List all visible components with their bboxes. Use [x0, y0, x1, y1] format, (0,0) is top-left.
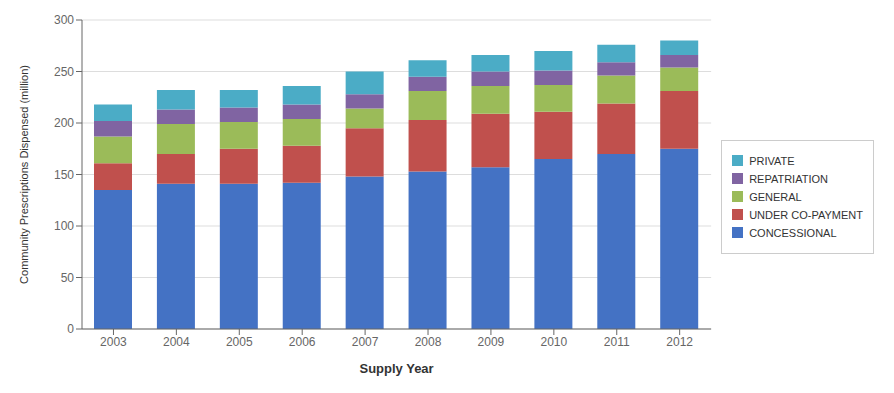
svg-text:0: 0: [67, 322, 74, 336]
html-text:REPATRIATION: REPATRIATION: [749, 172, 828, 185]
svg-text:300: 300: [54, 13, 74, 27]
html-text:GENERAL: GENERAL: [749, 190, 802, 203]
svg-text:50: 50: [61, 271, 75, 285]
svg-text:2003: 2003: [100, 335, 127, 349]
svg-text:Supply Year: Supply Year: [359, 361, 433, 376]
svg-text:2006: 2006: [289, 335, 316, 349]
html-text:CONCESSIONAL: CONCESSIONAL: [749, 226, 837, 239]
svg-text:2005: 2005: [226, 335, 253, 349]
svg-text:2010: 2010: [540, 335, 567, 349]
svg-text:2009: 2009: [478, 335, 505, 349]
svg-text:2012: 2012: [666, 335, 693, 349]
svg-text:2011: 2011: [604, 335, 630, 349]
svg-text:2004: 2004: [163, 335, 190, 349]
html-text:PRIVATE: PRIVATE: [749, 154, 795, 167]
svg-text:100: 100: [54, 219, 74, 233]
svg-text:2007: 2007: [352, 335, 379, 349]
svg-text:Community Prescriptions Dispen: Community Prescriptions Dispensed (milli…: [18, 65, 30, 284]
svg-text:2008: 2008: [415, 335, 442, 349]
svg-text:150: 150: [54, 168, 74, 182]
svg-text:200: 200: [54, 116, 74, 130]
svg-text:250: 250: [54, 65, 74, 79]
html-text:UNDER CO-PAYMENT: UNDER CO-PAYMENT: [749, 208, 863, 221]
